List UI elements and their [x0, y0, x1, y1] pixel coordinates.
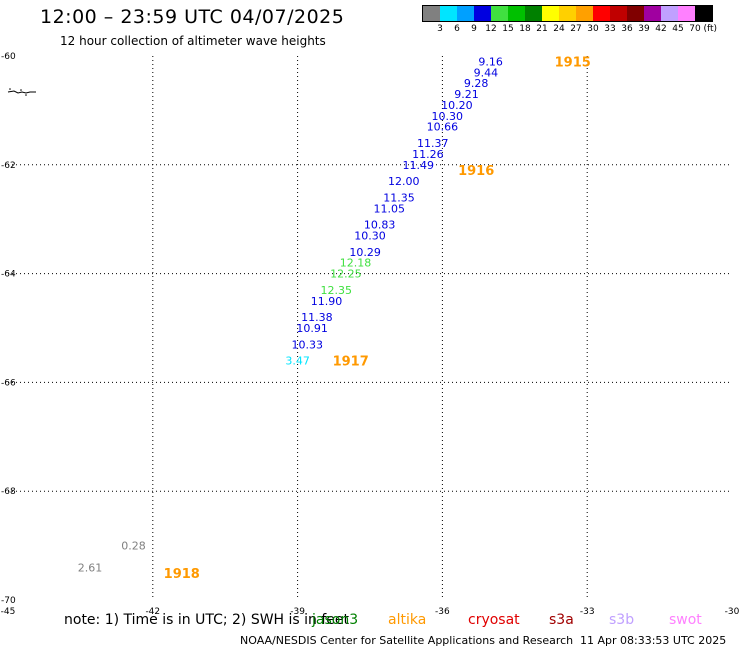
satellite-legend-item: altika: [388, 612, 427, 628]
wave-height-point: 3.47: [285, 355, 310, 368]
x-tick-label: -45: [1, 607, 16, 617]
color-swatch: [491, 6, 508, 21]
wave-height-point: 0.28: [121, 540, 146, 553]
wave-height-point: 12.25: [330, 268, 362, 281]
color-legend-tick: 39: [638, 24, 650, 34]
wave-height-point: 10.66: [427, 121, 459, 134]
color-legend-tick: 3: [437, 24, 443, 34]
color-swatch: [661, 6, 678, 21]
wave-height-point: 12.18: [340, 257, 372, 270]
color-legend-tick: 36: [621, 24, 633, 34]
x-tick-label: -36: [435, 607, 450, 617]
time-label: 1916: [458, 164, 494, 179]
color-legend-swatches: [422, 5, 713, 22]
wave-height-point: 10.30: [431, 110, 463, 123]
axis-tick-labels: -45 -42 -39 -36 -33 -30 -60 -62 -64 -66 -68 -70: [1, 52, 740, 617]
color-swatch: [576, 6, 593, 21]
time-label: 1918: [164, 567, 200, 582]
color-legend-tick: 15: [502, 24, 514, 34]
color-swatch: [559, 6, 576, 21]
wave-height-point: 10.83: [364, 219, 396, 232]
credit-text: NOAA/NESDIS Center for Satellite Applica…: [240, 634, 574, 647]
color-legend-labels: 3 6 9 12 15 18 21 24 27 30 33 36 39 42 45 70 (ft): [422, 22, 717, 34]
y-tick-label: -64: [1, 270, 16, 280]
color-legend: 3 6 9 12 15 18 21 24 27 30 33 36 39 42 45 70 (ft): [422, 5, 717, 34]
color-legend-tick: 45: [672, 24, 684, 34]
time-label: 1915: [555, 55, 591, 70]
color-legend-tick: 24: [553, 24, 565, 34]
wave-height-point: 10.29: [349, 246, 381, 259]
wave-height-point: 11.38: [301, 311, 333, 324]
wave-height-labels: 9.169.449.289.2110.2010.3010.6611.3711.2…: [78, 55, 503, 574]
satellite-legend-item: s3b: [609, 612, 635, 628]
satellite-legend-item: jason3: [312, 612, 359, 628]
color-swatch: [593, 6, 610, 21]
color-swatch: [525, 6, 542, 21]
wave-height-point: 12.35: [320, 284, 352, 297]
color-legend-tick: 70: [689, 24, 701, 34]
wave-height-point: 10.33: [292, 338, 324, 351]
color-swatch: [695, 6, 712, 21]
y-tick-label: -68: [1, 487, 16, 497]
satellite-legend-item: s3a: [549, 612, 574, 628]
color-swatch: [508, 6, 525, 21]
wave-height-point: 11.49: [403, 159, 435, 172]
x-tick-label: -42: [145, 607, 160, 617]
wave-height-point: 9.28: [464, 77, 489, 90]
y-tick-label: -60: [1, 52, 16, 62]
wave-height-point: 11.35: [383, 191, 415, 204]
color-swatch: [474, 6, 491, 21]
color-swatch: [423, 6, 440, 21]
wave-height-point: 9.16: [478, 55, 503, 68]
color-legend-tick: 21: [536, 24, 548, 34]
color-swatch: [644, 6, 661, 21]
color-legend-tick: 30: [587, 24, 599, 34]
color-legend-tick: 27: [570, 24, 582, 34]
wave-height-point: 11.90: [311, 295, 343, 308]
color-swatch: [440, 6, 457, 21]
color-legend-tick: 18: [519, 24, 531, 34]
satellite-legend-item: cryosat: [468, 612, 520, 628]
time-labels: 1915 1916 1917 1918: [164, 55, 591, 581]
page-subtitle: 12 hour collection of altimeter wave hei…: [60, 34, 326, 48]
color-swatch: [610, 6, 627, 21]
color-legend-tick: 6: [454, 24, 460, 34]
color-swatch: [542, 6, 559, 21]
footer-note: note: 1) Time is in UTC; 2) SWH is in fe…: [64, 612, 350, 628]
time-label: 1917: [333, 355, 369, 370]
wave-height-point: 10.20: [441, 99, 473, 112]
color-swatch: [627, 6, 644, 21]
color-legend-tick: 42: [655, 24, 667, 34]
page-title: 12:00 – 23:59 UTC 04/07/2025: [40, 6, 345, 28]
color-swatch: [678, 6, 695, 21]
color-legend-tick: 9: [471, 24, 477, 34]
wave-height-point: 11.37: [417, 137, 449, 150]
grid-lines: [8, 56, 732, 600]
y-tick-label: -70: [1, 596, 16, 606]
color-swatch: [457, 6, 474, 21]
wave-height-point: 11.26: [412, 148, 444, 161]
wave-height-point: 10.91: [296, 322, 328, 335]
wave-height-point: 9.44: [474, 66, 499, 79]
wave-height-point: 2.61: [78, 561, 103, 574]
y-tick-label: -62: [1, 161, 16, 171]
coastline-fragment: [7, 88, 36, 96]
y-tick-label: -66: [1, 378, 16, 388]
color-legend-tick: 33: [604, 24, 616, 34]
x-tick-label: -30: [725, 607, 740, 617]
color-legend-tick: 12: [485, 24, 497, 34]
wave-height-point: 10.30: [354, 230, 386, 243]
x-tick-label: -33: [580, 607, 595, 617]
wave-height-point: 11.05: [374, 202, 406, 215]
wave-height-point: 9.21: [454, 88, 479, 101]
satellite-legend-item: swot: [669, 612, 702, 628]
color-legend-unit: (ft): [703, 24, 717, 34]
x-tick-label: -39: [290, 607, 305, 617]
wave-height-point: 12.00: [388, 175, 420, 188]
generated-timestamp: 11 Apr 08:33:53 UTC 2025: [580, 634, 727, 647]
